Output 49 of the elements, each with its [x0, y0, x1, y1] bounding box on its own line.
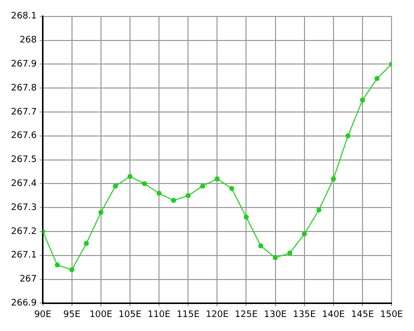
y-tick-label: 267.1: [11, 250, 37, 261]
point: [345, 133, 350, 138]
x-tick-label: 150E: [380, 310, 404, 320]
point: [84, 240, 89, 246]
point: [330, 176, 336, 182]
y-tick-label: 267.2: [11, 226, 37, 237]
y-tick-label: 266.9: [11, 298, 38, 309]
x-tick-label: 125E: [234, 310, 258, 320]
point: [186, 193, 191, 198]
point: [229, 186, 234, 191]
x-tick-label: 135E: [292, 310, 316, 320]
x-tick-label: 100E: [89, 310, 113, 320]
y-tick-label: 267.8: [11, 83, 38, 94]
point: [200, 184, 206, 189]
y-tick-label: 267.6: [11, 131, 38, 142]
point: [69, 267, 74, 272]
y-tick-label: 268: [20, 36, 38, 46]
y-tick-label: 267: [20, 274, 37, 285]
x-tick-label: 115E: [176, 310, 200, 320]
point: [171, 198, 176, 203]
x-tick-label: 95E: [63, 310, 81, 320]
x-tick-label: 90E: [34, 310, 52, 320]
point: [374, 76, 380, 82]
point: [272, 255, 278, 260]
y-tick-label: 268.1: [11, 12, 37, 22]
point: [98, 210, 104, 215]
y-tick-label: 267.9: [11, 60, 38, 70]
point: [156, 190, 162, 196]
x-tick-label: 120E: [206, 310, 229, 320]
y-tick-label: 267.7: [11, 107, 37, 118]
point: [360, 98, 365, 103]
y-tick-label: 267.5: [11, 155, 37, 166]
point: [214, 176, 220, 182]
x-tick-label: 110E: [148, 310, 171, 320]
point: [112, 184, 118, 189]
point: [54, 262, 60, 268]
x-tick-label: 145E: [351, 310, 374, 320]
x-tick-label: 105E: [118, 310, 142, 320]
point: [142, 181, 147, 186]
point: [127, 174, 132, 180]
x-tick-label: 140E: [322, 310, 346, 320]
x-tick-label: 130E: [264, 310, 288, 320]
y-tick-label: 267.4: [11, 179, 38, 190]
point: [316, 207, 322, 212]
point: [258, 243, 264, 248]
point: [302, 231, 307, 236]
y-tick-label: 267.3: [11, 202, 37, 213]
point: [287, 250, 292, 256]
point: [244, 214, 249, 220]
